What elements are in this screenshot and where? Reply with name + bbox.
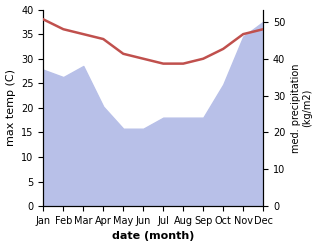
Y-axis label: max temp (C): max temp (C) xyxy=(5,69,16,146)
X-axis label: date (month): date (month) xyxy=(112,231,194,242)
Y-axis label: med. precipitation
(kg/m2): med. precipitation (kg/m2) xyxy=(291,63,313,153)
